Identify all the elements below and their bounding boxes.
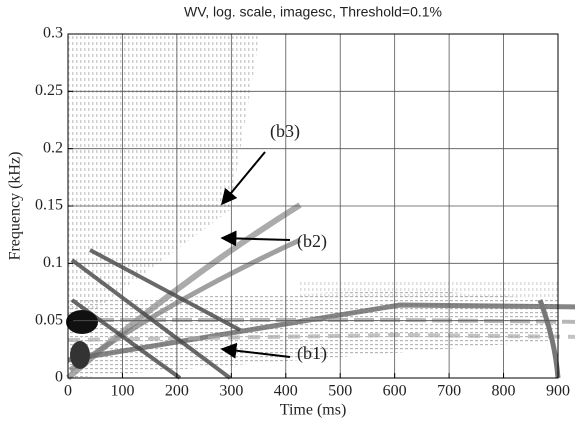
annotation-arrow — [220, 230, 291, 247]
y-tick-label: 0.1 — [43, 254, 63, 271]
x-tick-label: 0 — [64, 383, 72, 400]
annotation-arrow — [220, 151, 266, 206]
x-tick-label: 900 — [546, 383, 570, 400]
x-tick-label: 700 — [437, 383, 461, 400]
annotation-arrow — [220, 342, 291, 359]
x-tick-label: 400 — [274, 383, 298, 400]
x-tick-label: 800 — [492, 383, 516, 400]
x-tick-label: 600 — [383, 383, 407, 400]
x-tick-label: 500 — [328, 383, 352, 400]
y-tick-label: 0.05 — [35, 311, 63, 328]
x-tick-label: 100 — [110, 383, 134, 400]
y-tick-label: 0.3 — [43, 25, 63, 42]
x-tick-label: 300 — [219, 383, 243, 400]
y-tick-label: 0 — [55, 369, 63, 386]
y-tick-label: 0.2 — [43, 139, 63, 156]
x-tick-label: 200 — [165, 383, 189, 400]
plot-frame — [67, 33, 559, 379]
x-axis-label: Time (ms) — [280, 402, 347, 419]
y-axis-label: Frequency (kHz) — [7, 152, 24, 261]
annotation: (b3) — [270, 121, 300, 142]
annotation: (b1) — [297, 343, 327, 364]
y-tick-label: 0.25 — [35, 82, 63, 99]
annotation: (b2) — [297, 231, 327, 252]
chart-title: WV, log. scale, imagesc, Threshold=0.1% — [184, 4, 442, 20]
spectrogram — [66, 34, 575, 381]
y-tick-label: 0.15 — [35, 197, 63, 214]
